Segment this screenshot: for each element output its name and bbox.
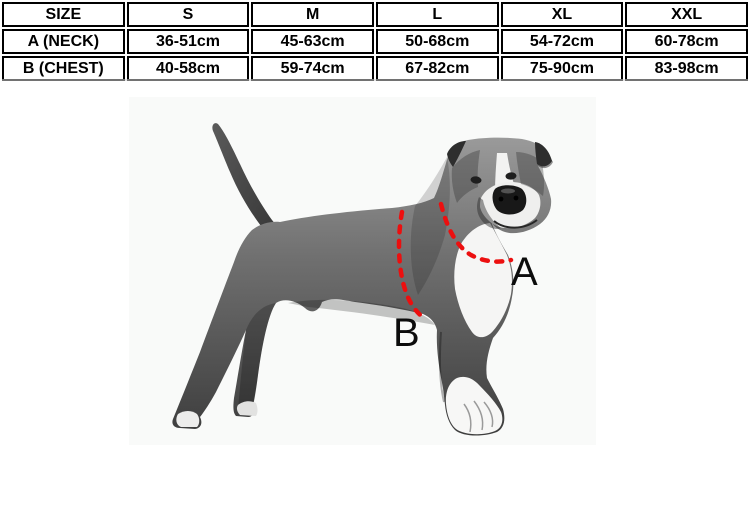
dog-tail [212,123,278,232]
table-header-row: SIZE S M L XL XXL [2,2,748,27]
hind-paw-far-white [236,401,258,416]
front-paw-toe-line-2 [473,400,484,431]
neck-label: A [511,250,538,294]
front-paw-white [445,376,503,435]
chest-value-xl: 75-90cm [500,56,624,81]
chest-value-l: 67-82cm [375,56,499,81]
leg-separation-line [439,331,445,403]
header-cell-s: S [126,2,250,27]
neck-value-s: 36-51cm [126,29,250,54]
neck-measure-line [438,201,514,264]
header-cell-m: M [251,2,374,27]
chest-value-m: 59-74cm [251,56,374,81]
right-ear [535,142,552,167]
neck-value-m: 45-63cm [251,29,374,54]
face-mask-left [451,150,480,203]
mouth-line [493,219,538,229]
right-nostril [513,195,519,201]
right-eye [505,172,517,180]
jowl-shading [477,197,501,229]
left-eye [470,176,482,184]
hind-paw-near-white [176,411,200,427]
front-paw-toe-line-3 [483,401,494,428]
left-ear [447,141,466,167]
belly-shading [288,299,435,325]
neck-value-l: 50-68cm [375,29,499,54]
front-paw-toe-line-1 [463,403,472,433]
row-label-neck: A (NECK) [2,29,125,54]
header-cell-xl: XL [500,2,624,27]
dog-body [172,137,554,436]
header-cell-size: SIZE [2,2,125,27]
header-cell-xxl: XXL [625,2,748,27]
chest-measure-line [396,209,427,321]
nose [492,185,527,215]
header-cell-l: L [375,2,499,27]
nose-highlight [501,188,515,194]
hindleg-shading [238,303,276,410]
neck-value-xl: 54-72cm [500,29,624,54]
table-row-neck: A (NECK) 36-51cm 45-63cm 50-68cm 54-72cm… [2,29,748,54]
table-shadow-line [2,79,748,81]
shoulder-shading [410,157,450,295]
neck-value-xxl: 60-78cm [625,29,748,54]
left-nostril [498,196,504,202]
chest-label: B [393,311,420,355]
